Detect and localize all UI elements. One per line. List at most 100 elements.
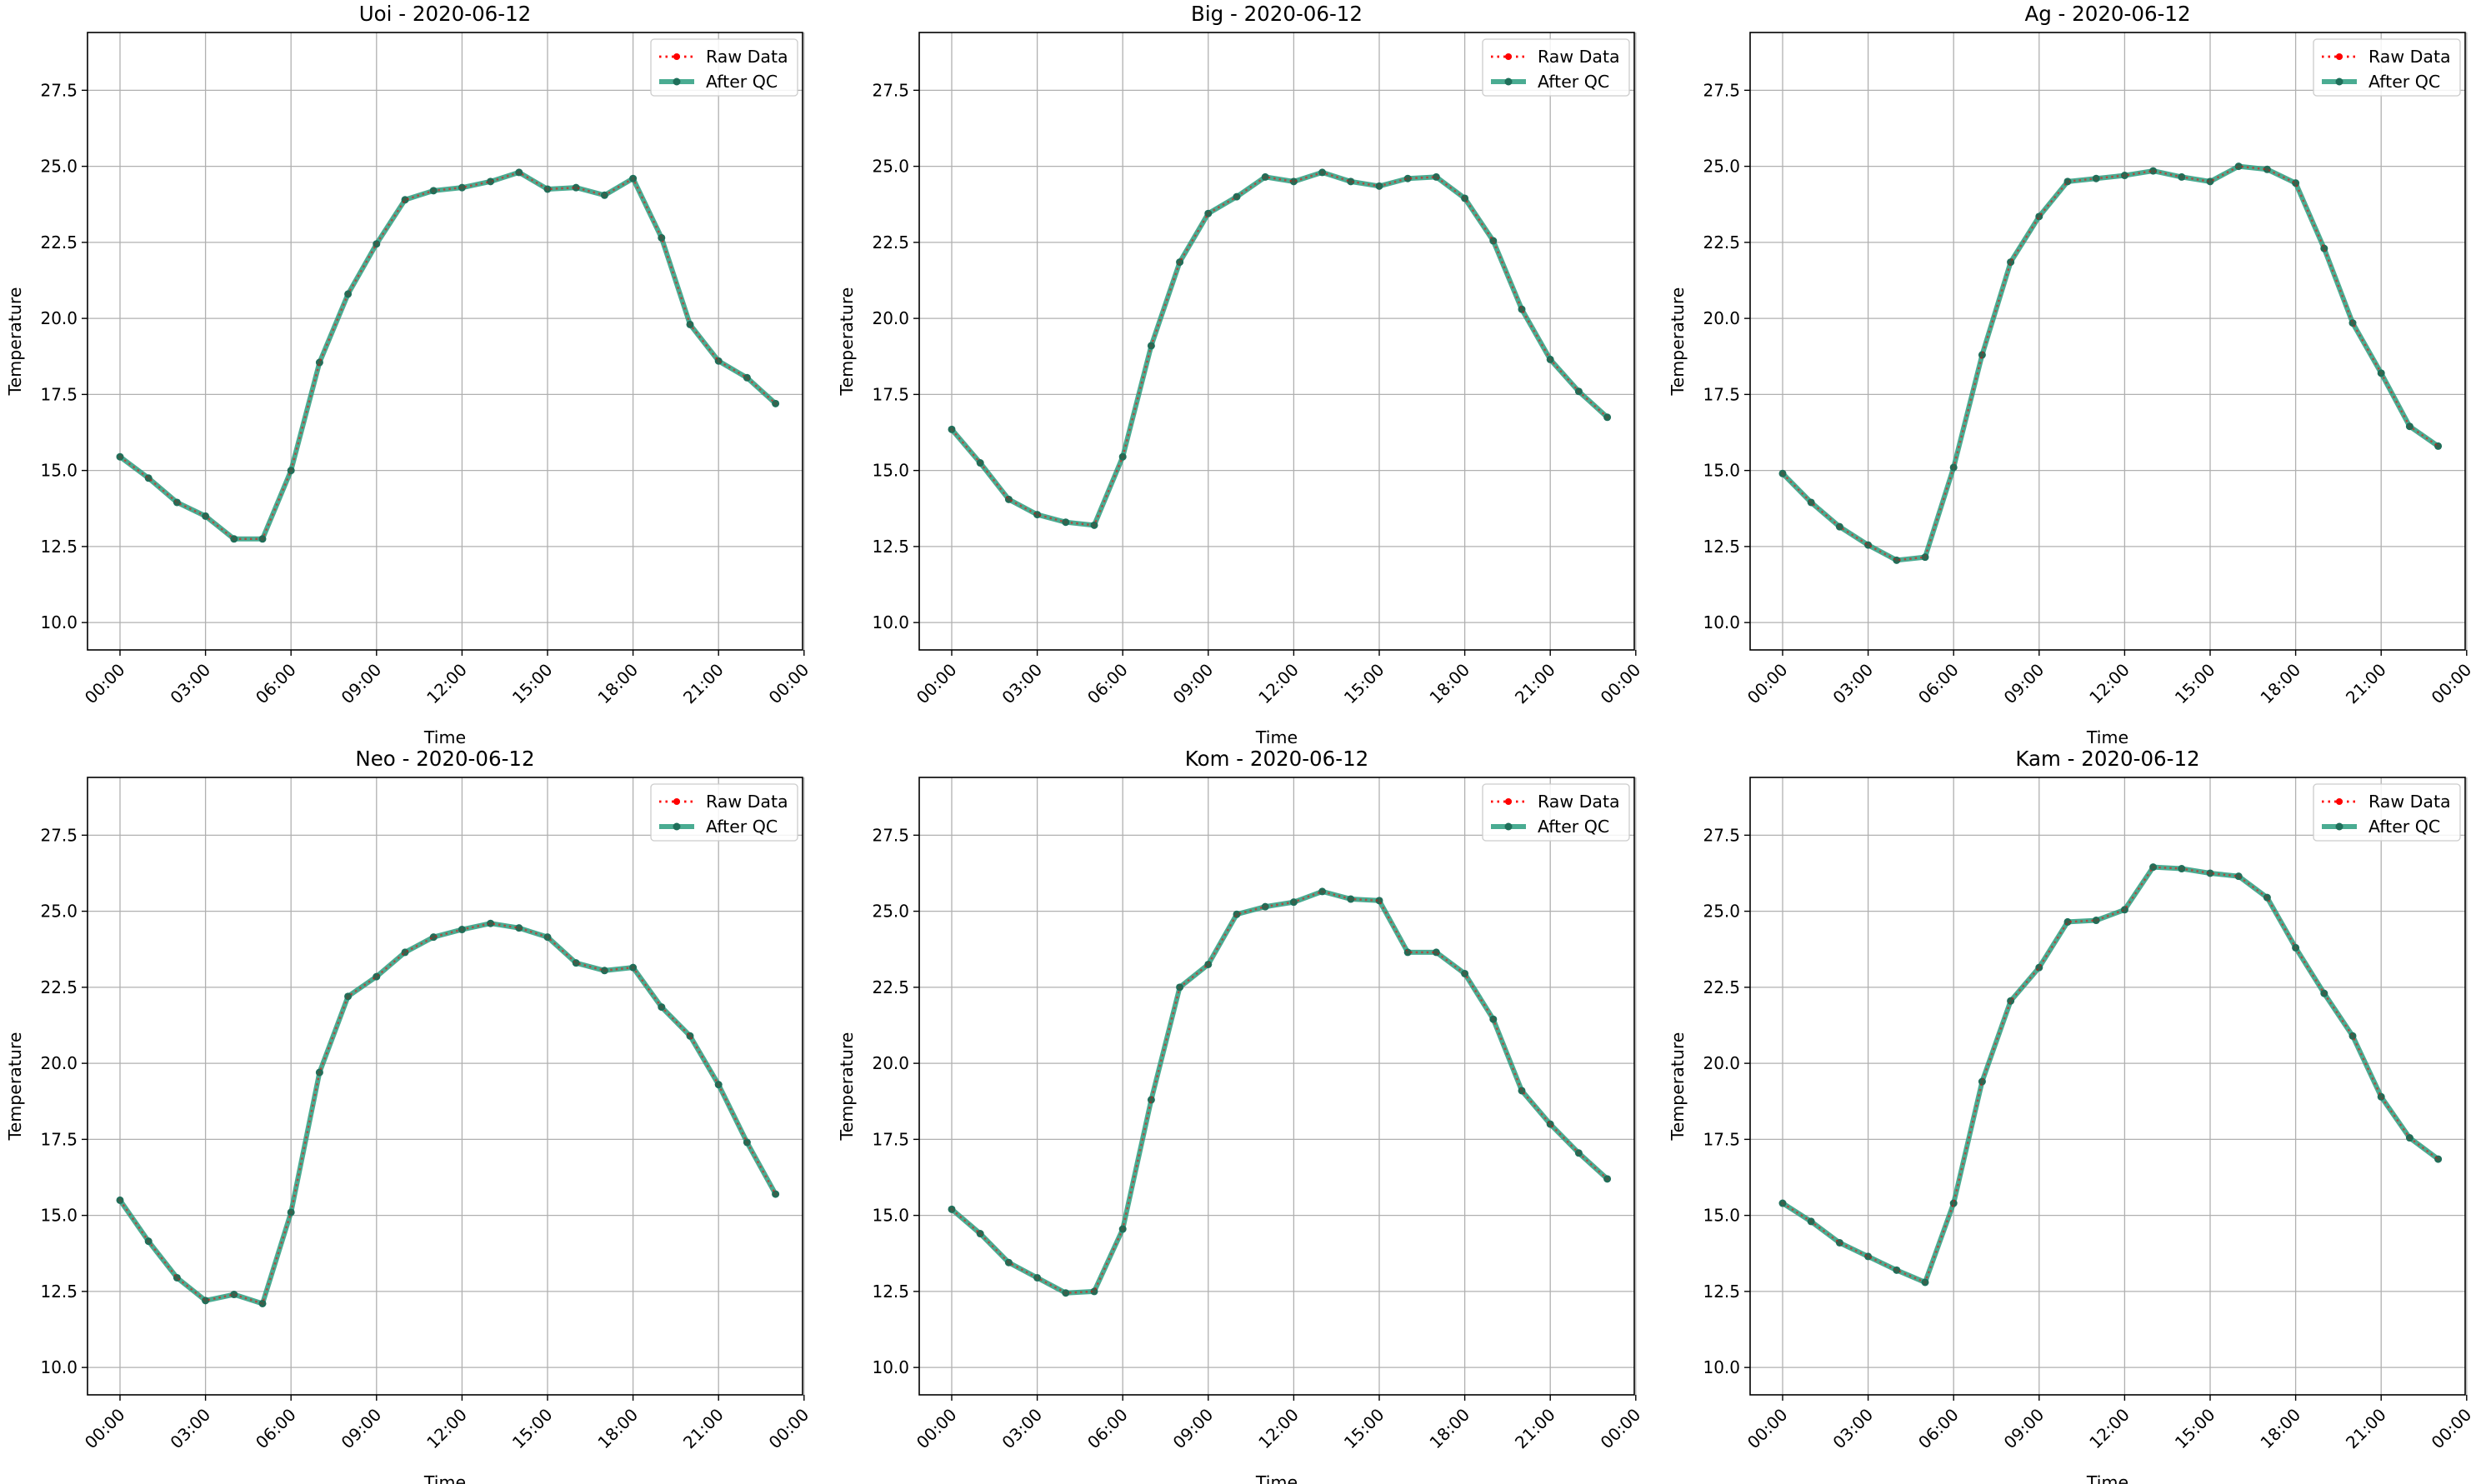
y-axis-label: Temperature — [1668, 287, 1688, 397]
raw-data-point — [2236, 874, 2241, 878]
x-tick-label: 18:00 — [1425, 660, 1473, 708]
y-tick-label: 17.5 — [40, 1129, 78, 1149]
x-tick-label: 18:00 — [2256, 660, 2304, 708]
x-tick-label: 18:00 — [2256, 1405, 2304, 1453]
y-tick-label: 15.0 — [872, 461, 909, 481]
y-tick-label: 17.5 — [872, 384, 909, 404]
raw-data-point — [745, 1140, 749, 1145]
raw-data-point — [978, 1232, 983, 1236]
raw-data-point — [1519, 1088, 1524, 1093]
raw-data-point — [260, 1302, 265, 1306]
raw-data-line — [1782, 866, 2439, 1284]
raw-data-point — [1063, 1291, 1068, 1296]
raw-data-point — [1491, 1017, 1496, 1022]
raw-data-point — [716, 358, 721, 363]
raw-data-point — [1808, 1219, 1813, 1224]
y-tick-label: 20.0 — [40, 308, 78, 328]
plot-frame — [1749, 777, 2466, 1396]
x-tick-label: 09:00 — [338, 660, 386, 708]
raw-data-point — [1519, 307, 1524, 312]
raw-data-line — [951, 890, 1608, 1294]
raw-data-point — [146, 476, 151, 481]
raw-data-point — [288, 1210, 293, 1215]
raw-data-point — [1405, 950, 1410, 955]
x-tick-label: 00:00 — [1743, 660, 1792, 708]
y-tick-label: 22.5 — [872, 977, 909, 997]
raw-data-point — [403, 197, 408, 202]
raw-data-point — [1577, 1151, 1581, 1156]
y-tick-label: 25.0 — [40, 157, 78, 177]
raw-data-point — [346, 994, 350, 999]
subplot-1: 10.0 12.5 15.0 17.5 20.0 22.5 25.0 27.5 00:00 03:… — [5, 2, 813, 747]
raw-data-point — [1780, 471, 1785, 476]
raw-data-point — [488, 179, 493, 184]
raw-data-point — [431, 188, 436, 193]
raw-data-point — [1780, 1201, 1785, 1206]
raw-data-point — [2208, 871, 2213, 876]
x-tick-label: 06:00 — [1914, 660, 1963, 708]
legend-raw-marker — [1505, 53, 1512, 60]
x-tick-label: 15:00 — [1340, 1405, 1388, 1453]
subplot-title: Big - 2020-06-12 — [1191, 2, 1363, 26]
x-axis-label: Time — [2086, 1472, 2128, 1484]
legend-qc-marker — [673, 77, 681, 86]
x-tick-label: 12:00 — [1254, 660, 1303, 708]
plot-frame — [87, 777, 803, 1396]
raw-data-point — [1292, 179, 1296, 184]
x-tick-label: 03:00 — [1828, 660, 1877, 708]
x-tick-label: 09:00 — [1169, 1405, 1218, 1453]
legend-qc-label: After QC — [2368, 817, 2440, 837]
raw-data-point — [2436, 444, 2440, 448]
raw-data-point — [2179, 175, 2184, 179]
raw-data-point — [2265, 167, 2269, 172]
raw-data-point — [1178, 260, 1182, 264]
x-tick-label: 15:00 — [2171, 1405, 2219, 1453]
plot-frame — [87, 32, 803, 651]
raw-data-line — [119, 922, 777, 1306]
x-tick-label: 00:00 — [81, 660, 129, 708]
raw-data-point — [1463, 196, 1467, 201]
raw-data-point — [1007, 1260, 1011, 1265]
y-tick-label: 12.5 — [872, 537, 909, 557]
raw-data-point — [1377, 898, 1382, 903]
raw-data-point — [573, 185, 578, 190]
y-tick-label: 22.5 — [40, 977, 78, 997]
y-tick-label: 25.0 — [1703, 157, 1740, 177]
raw-data-point — [1120, 1227, 1125, 1232]
after-qc-line — [949, 169, 1609, 528]
raw-data-point — [745, 376, 749, 380]
y-axis-label: Temperature — [837, 1032, 857, 1142]
x-tick-label: 00:00 — [1597, 1405, 1645, 1453]
y-tick-label: 17.5 — [1703, 384, 1740, 404]
raw-data-point — [1894, 1268, 1899, 1272]
x-tick-label: 06:00 — [1083, 1405, 1132, 1453]
raw-data-point — [716, 1082, 721, 1087]
y-tick-label: 27.5 — [40, 80, 78, 100]
raw-data-point — [1377, 184, 1382, 188]
raw-data-point — [1980, 1079, 1984, 1084]
x-tick-label: 03:00 — [166, 1405, 214, 1453]
raw-data-point — [688, 322, 693, 327]
subplot-5: 10.0 12.5 15.0 17.5 20.0 22.5 25.0 27.5 00:00 03:… — [837, 747, 1644, 1484]
y-axis-label: Temperature — [5, 1032, 25, 1142]
x-tick-label: 00:00 — [1743, 1405, 1792, 1453]
raw-data-point — [1463, 972, 1467, 976]
subplot-2: 10.0 12.5 15.0 17.5 20.0 22.5 25.0 27.5 00:00 03:… — [837, 2, 1644, 747]
y-tick-label: 12.5 — [40, 537, 78, 557]
raw-data-point — [260, 537, 265, 542]
x-tick-label: 00:00 — [765, 1405, 813, 1453]
x-tick-label: 15:00 — [2171, 660, 2219, 708]
raw-data-point — [1206, 211, 1211, 216]
x-tick-label: 06:00 — [1914, 1405, 1963, 1453]
raw-data-point — [1434, 175, 1438, 179]
y-tick-label: 17.5 — [872, 1129, 909, 1149]
y-tick-label: 10.0 — [1703, 612, 1740, 632]
raw-data-point — [1491, 238, 1496, 243]
raw-data-point — [2350, 321, 2355, 325]
y-tick-label: 27.5 — [40, 825, 78, 845]
raw-data-point — [1292, 900, 1296, 904]
x-tick-label: 09:00 — [338, 1405, 386, 1453]
raw-data-point — [1035, 1276, 1039, 1280]
raw-data-point — [1923, 1280, 1928, 1285]
y-tick-label: 25.0 — [872, 902, 909, 922]
